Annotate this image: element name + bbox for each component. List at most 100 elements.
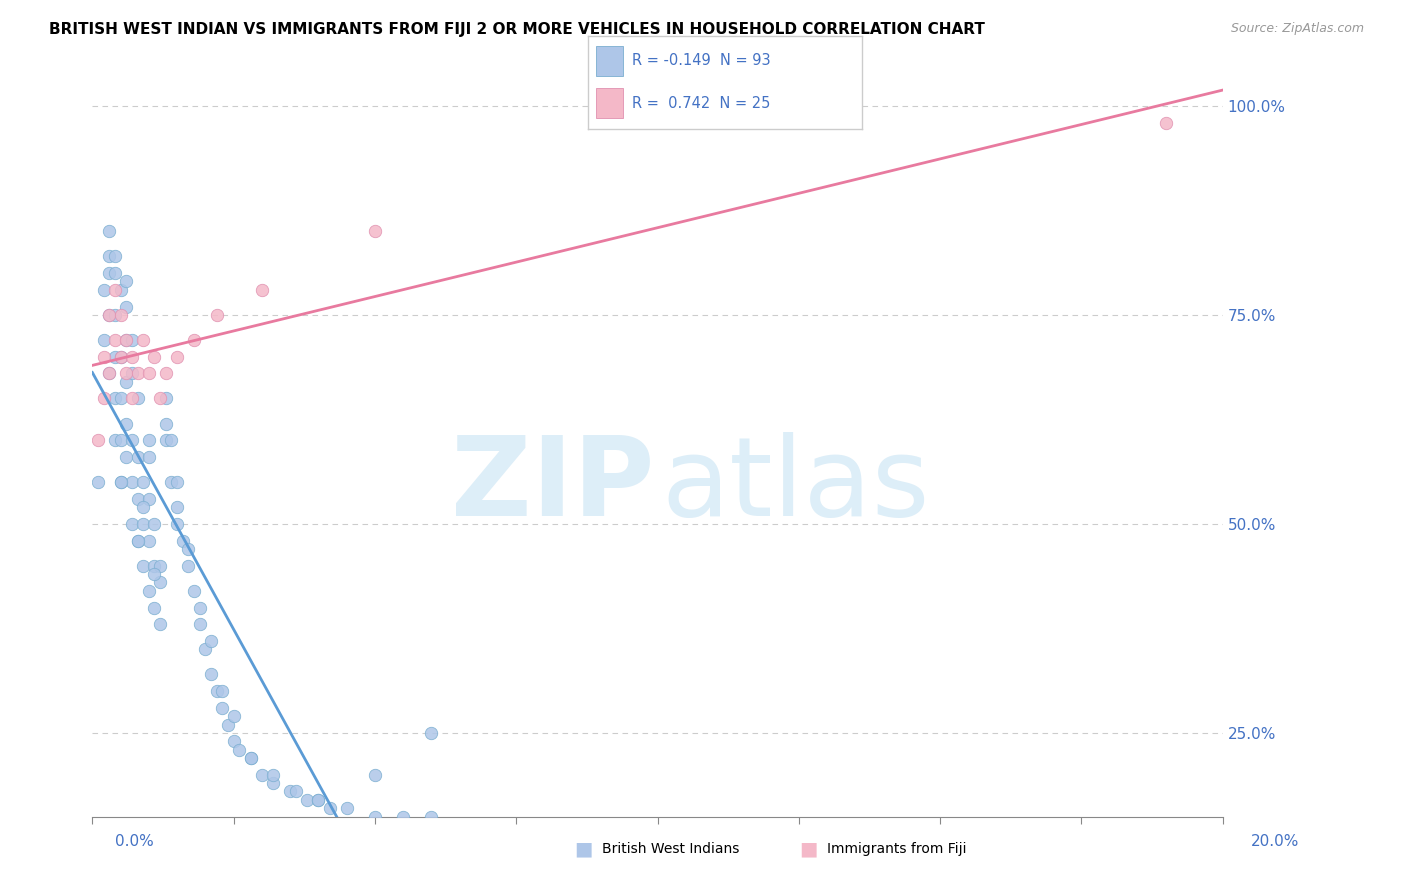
Text: 20.0%: 20.0%: [1251, 834, 1299, 848]
Point: [166, 516, 188, 531]
Point: [127, 533, 149, 548]
Point: [166, 350, 188, 364]
Point: [104, 308, 127, 322]
Point: [307, 793, 329, 807]
Point: [115, 367, 138, 381]
Text: ■: ■: [799, 839, 818, 859]
Point: [98, 308, 121, 322]
Point: [222, 734, 245, 748]
Point: [307, 793, 329, 807]
Text: ■: ■: [574, 839, 593, 859]
Point: [138, 583, 160, 598]
Point: [115, 450, 138, 464]
Point: [121, 350, 143, 364]
Point: [188, 617, 211, 632]
Point: [155, 367, 177, 381]
Point: [110, 350, 132, 364]
Text: Immigrants from Fiji: Immigrants from Fiji: [827, 842, 966, 856]
Point: [211, 684, 233, 698]
Point: [104, 333, 127, 347]
Point: [132, 516, 155, 531]
Point: [295, 793, 318, 807]
Point: [127, 491, 149, 506]
Text: British West Indians: British West Indians: [602, 842, 740, 856]
Text: BRITISH WEST INDIAN VS IMMIGRANTS FROM FIJI 2 OR MORE VEHICLES IN HOUSEHOLD CORR: BRITISH WEST INDIAN VS IMMIGRANTS FROM F…: [49, 22, 986, 37]
Bar: [596, 46, 623, 76]
Point: [336, 801, 359, 815]
Point: [132, 500, 155, 515]
Point: [262, 768, 284, 782]
Point: [420, 809, 443, 823]
Point: [166, 475, 188, 489]
Point: [149, 575, 172, 590]
Point: [104, 392, 127, 406]
Point: [93, 283, 115, 297]
Point: [420, 726, 443, 740]
Point: [392, 809, 415, 823]
Point: [239, 751, 262, 765]
Point: [127, 367, 149, 381]
Point: [217, 717, 239, 731]
Point: [115, 375, 138, 389]
Point: [183, 583, 205, 598]
Text: atlas: atlas: [661, 432, 929, 539]
Point: [115, 300, 138, 314]
Point: [1154, 115, 1177, 129]
Point: [104, 249, 127, 263]
Point: [143, 600, 166, 615]
Point: [98, 367, 121, 381]
Point: [93, 392, 115, 406]
Point: [127, 392, 149, 406]
Point: [110, 308, 132, 322]
Point: [183, 333, 205, 347]
Point: [127, 533, 149, 548]
Point: [149, 392, 172, 406]
Point: [222, 709, 245, 723]
Point: [364, 768, 387, 782]
Point: [200, 634, 222, 648]
Point: [138, 367, 160, 381]
Point: [115, 417, 138, 431]
Point: [143, 567, 166, 582]
Bar: [596, 88, 623, 118]
Point: [127, 450, 149, 464]
Point: [121, 475, 143, 489]
Point: [138, 434, 160, 448]
Point: [93, 350, 115, 364]
Point: [110, 350, 132, 364]
Point: [284, 784, 307, 798]
Point: [87, 434, 110, 448]
Point: [110, 475, 132, 489]
Point: [177, 558, 200, 573]
Point: [98, 308, 121, 322]
Point: [155, 392, 177, 406]
Point: [205, 684, 228, 698]
Point: [250, 283, 273, 297]
Point: [318, 801, 340, 815]
Point: [143, 350, 166, 364]
Point: [211, 701, 233, 715]
Text: R =  0.742  N = 25: R = 0.742 N = 25: [631, 95, 770, 111]
Point: [143, 516, 166, 531]
Point: [138, 450, 160, 464]
Point: [121, 367, 143, 381]
Point: [262, 776, 284, 790]
Text: Source: ZipAtlas.com: Source: ZipAtlas.com: [1230, 22, 1364, 36]
Point: [104, 350, 127, 364]
Point: [115, 333, 138, 347]
Point: [104, 283, 127, 297]
Point: [115, 333, 138, 347]
Point: [239, 751, 262, 765]
Point: [200, 667, 222, 681]
Point: [110, 283, 132, 297]
Point: [132, 475, 155, 489]
Point: [160, 475, 183, 489]
Text: 0.0%: 0.0%: [115, 834, 155, 848]
Text: R = -0.149  N = 93: R = -0.149 N = 93: [631, 54, 770, 69]
Point: [121, 392, 143, 406]
Point: [104, 434, 127, 448]
Point: [188, 600, 211, 615]
Point: [364, 809, 387, 823]
Point: [132, 333, 155, 347]
Point: [194, 642, 217, 657]
